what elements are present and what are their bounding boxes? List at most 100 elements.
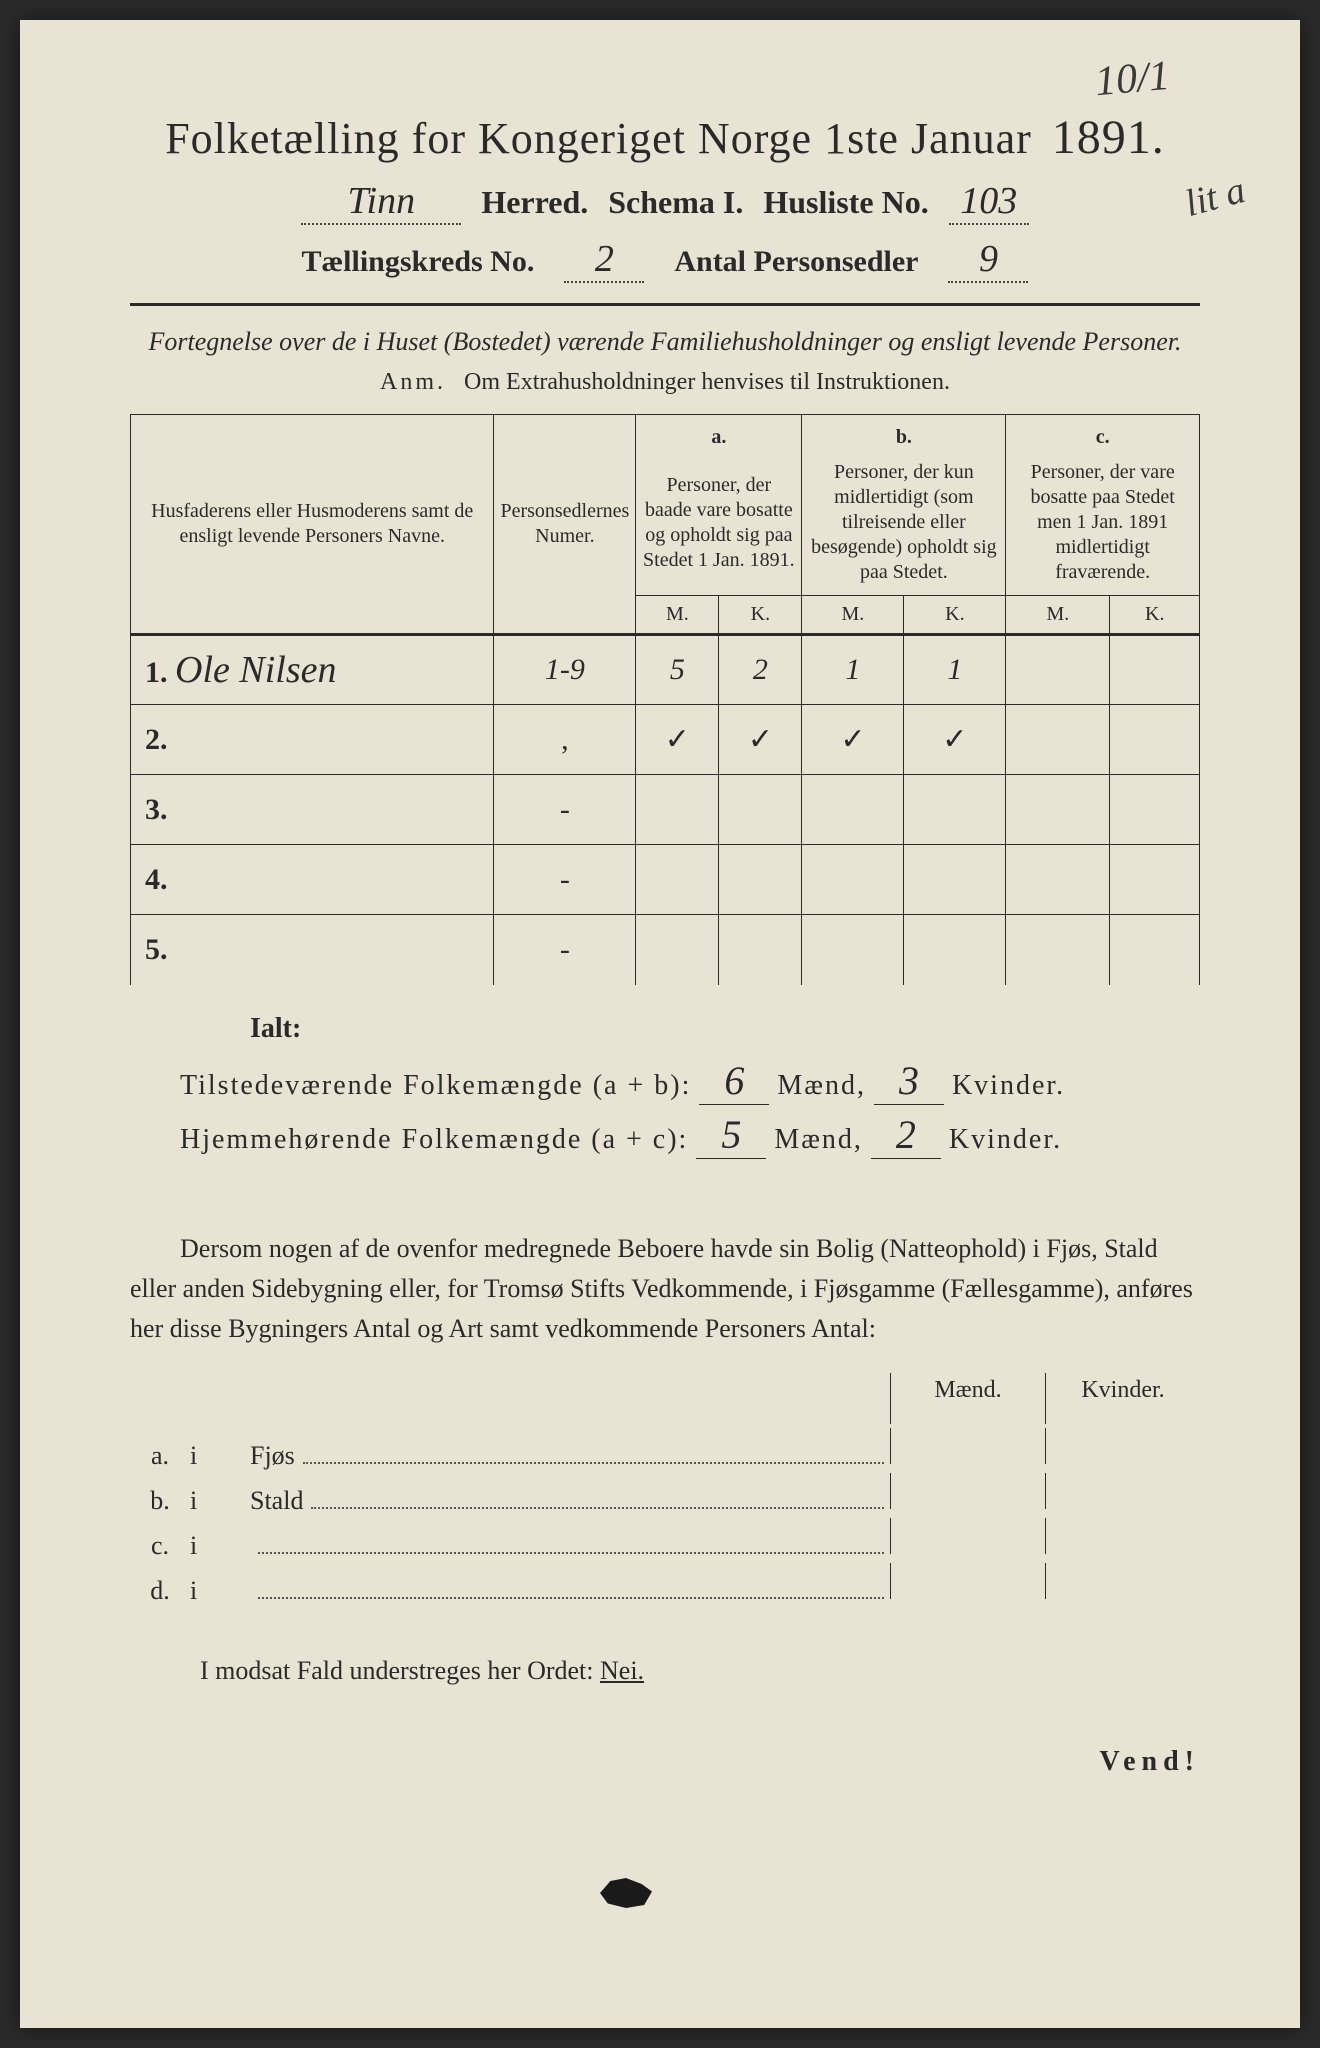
title-text: Folketælling for Kongeriget Norge 1ste J… <box>165 114 1032 163</box>
ialt-line1-label: Tilstedeværende Folkemængde (a + b): <box>180 1070 691 1102</box>
row-5-nums: - <box>494 915 636 985</box>
ialt-maend-2: Mænd, <box>774 1124 863 1156</box>
ialt-line1-m: 6 <box>699 1057 769 1105</box>
row-4-nums: - <box>494 845 636 915</box>
table-row: 2. , ✓ ✓ ✓ ✓ <box>131 705 1200 775</box>
row-3-am <box>636 775 719 845</box>
bygning-d-k <box>1045 1563 1200 1599</box>
bygning-c-letter: c. <box>130 1531 190 1561</box>
bygning-d-letter: d. <box>130 1576 190 1606</box>
schema-label: Schema I. <box>608 184 743 221</box>
row-1-nums: 1-9 <box>494 635 636 705</box>
row-3-cm <box>1006 775 1110 845</box>
bygning-maend: Mænd. <box>890 1373 1045 1424</box>
kreds-value: 2 <box>564 237 644 283</box>
row-1: 1. Ole Nilsen <box>131 635 494 705</box>
table-row: 1. Ole Nilsen 1-9 5 2 1 1 <box>131 635 1200 705</box>
bygning-row: a. i Fjøs <box>130 1428 1200 1471</box>
row-1-bk: 1 <box>904 635 1006 705</box>
ialt-line2-label: Hjemmehørende Folkemængde (a + c): <box>180 1124 688 1156</box>
ialt-line1-k: 3 <box>874 1057 944 1105</box>
row-5-bk <box>904 915 1006 985</box>
bygning-box: Mænd. Kvinder. a. i Fjøs b. i Stald c. i… <box>130 1373 1200 1606</box>
row-3-nums: - <box>494 775 636 845</box>
th-a: Personer, der baade vare bosatte og opho… <box>636 450 802 596</box>
header-row-kreds: Tællingskreds No. 2 Antal Personsedler 9 <box>130 237 1200 283</box>
row-1-ak: 2 <box>719 635 802 705</box>
bygning-c-k <box>1045 1518 1200 1554</box>
footer-word: Nei. <box>600 1656 644 1685</box>
bygning-row: d. i <box>130 1563 1200 1606</box>
row-4-bk <box>904 845 1006 915</box>
row-1-ck <box>1110 635 1200 705</box>
bygning-b-label: Stald <box>250 1486 303 1516</box>
anm-line: Anm. Om Extrahusholdninger henvises til … <box>130 369 1200 396</box>
title-year: 1891. <box>1052 111 1165 164</box>
row-2-bm: ✓ <box>802 705 904 775</box>
bygning-a-letter: a. <box>130 1441 190 1471</box>
ialt-line-2: Hjemmehørende Folkemængde (a + c): 5 Mæn… <box>180 1111 1200 1159</box>
th-b-m: M. <box>802 596 904 635</box>
ialt-maend: Mænd, <box>777 1070 866 1102</box>
bygning-a-label: Fjøs <box>250 1441 295 1471</box>
paragraph: Dersom nogen af de ovenfor medregnede Be… <box>130 1229 1200 1350</box>
bygning-b-m <box>890 1473 1045 1509</box>
row-4-bm <box>802 845 904 915</box>
th-a-m: M. <box>636 596 719 635</box>
bygning-b-k <box>1045 1473 1200 1509</box>
bygning-b-i: i <box>190 1486 250 1516</box>
bygning-header: Mænd. Kvinder. <box>130 1373 1200 1424</box>
row-5-ck <box>1110 915 1200 985</box>
household-table: Husfaderens eller Husmoderens samt de en… <box>130 414 1200 985</box>
margin-annotation: lit a <box>1180 168 1250 226</box>
bygning-row: b. i Stald <box>130 1473 1200 1516</box>
row-2-bk: ✓ <box>904 705 1006 775</box>
ialt-kvinder-2: Kvinder. <box>949 1124 1062 1156</box>
bygning-c-i: i <box>190 1531 250 1561</box>
footer-line: I modsat Fald understreges her Ordet: Ne… <box>130 1656 1200 1686</box>
ialt-block: Ialt: Tilstedeværende Folkemængde (a + b… <box>130 1013 1200 1159</box>
th-c-m: M. <box>1006 596 1110 635</box>
row-5-ak <box>719 915 802 985</box>
row-5-bm <box>802 915 904 985</box>
row-3-bm <box>802 775 904 845</box>
th-b: Personer, der kun midlertidigt (som tilr… <box>802 450 1006 596</box>
subtitle: Fortegnelse over de i Huset (Bostedet) v… <box>130 324 1200 359</box>
th-c: Personer, der vare bosatte paa Stedet me… <box>1006 450 1200 596</box>
th-names: Husfaderens eller Husmoderens samt de en… <box>131 415 494 635</box>
row-4: 4. <box>131 845 494 915</box>
row-2-ak: ✓ <box>719 705 802 775</box>
bygning-d-i: i <box>190 1576 250 1606</box>
footer-text: I modsat Fald understreges her Ordet: <box>200 1656 594 1685</box>
ialt-line2-m: 5 <box>696 1111 766 1159</box>
row-5: 5. <box>131 915 494 985</box>
row-3: 3. <box>131 775 494 845</box>
row-4-ak <box>719 845 802 915</box>
bygning-c-m <box>890 1518 1045 1554</box>
row-4-am <box>636 845 719 915</box>
row-2-ck <box>1110 705 1200 775</box>
bygning-a-m <box>890 1428 1045 1464</box>
bygning-b-letter: b. <box>130 1486 190 1516</box>
row-2-nums: , <box>494 705 636 775</box>
ialt-line2-k: 2 <box>871 1111 941 1159</box>
row-5-am <box>636 915 719 985</box>
ialt-line-1: Tilstedeværende Folkemængde (a + b): 6 M… <box>180 1057 1200 1105</box>
husliste-label: Husliste No. <box>763 184 928 221</box>
anm-text: Om Extrahusholdninger henvises til Instr… <box>464 369 950 395</box>
th-c-letter: c. <box>1006 415 1200 451</box>
census-form-page: 10/1 lit a Folketælling for Kongeriget N… <box>20 20 1300 2028</box>
corner-annotation: 10/1 <box>1093 52 1172 106</box>
inkblot-icon <box>600 1878 652 1908</box>
kreds-label: Tællingskreds No. <box>302 245 535 279</box>
th-b-k: K. <box>904 596 1006 635</box>
row-4-ck <box>1110 845 1200 915</box>
title: Folketælling for Kongeriget Norge 1ste J… <box>130 110 1200 165</box>
bygning-row: c. i <box>130 1518 1200 1561</box>
th-b-letter: b. <box>802 415 1006 451</box>
row-3-ak <box>719 775 802 845</box>
divider <box>130 303 1200 306</box>
th-a-k: K. <box>719 596 802 635</box>
table-row: 3. - <box>131 775 1200 845</box>
ialt-label: Ialt: <box>250 1013 1200 1045</box>
